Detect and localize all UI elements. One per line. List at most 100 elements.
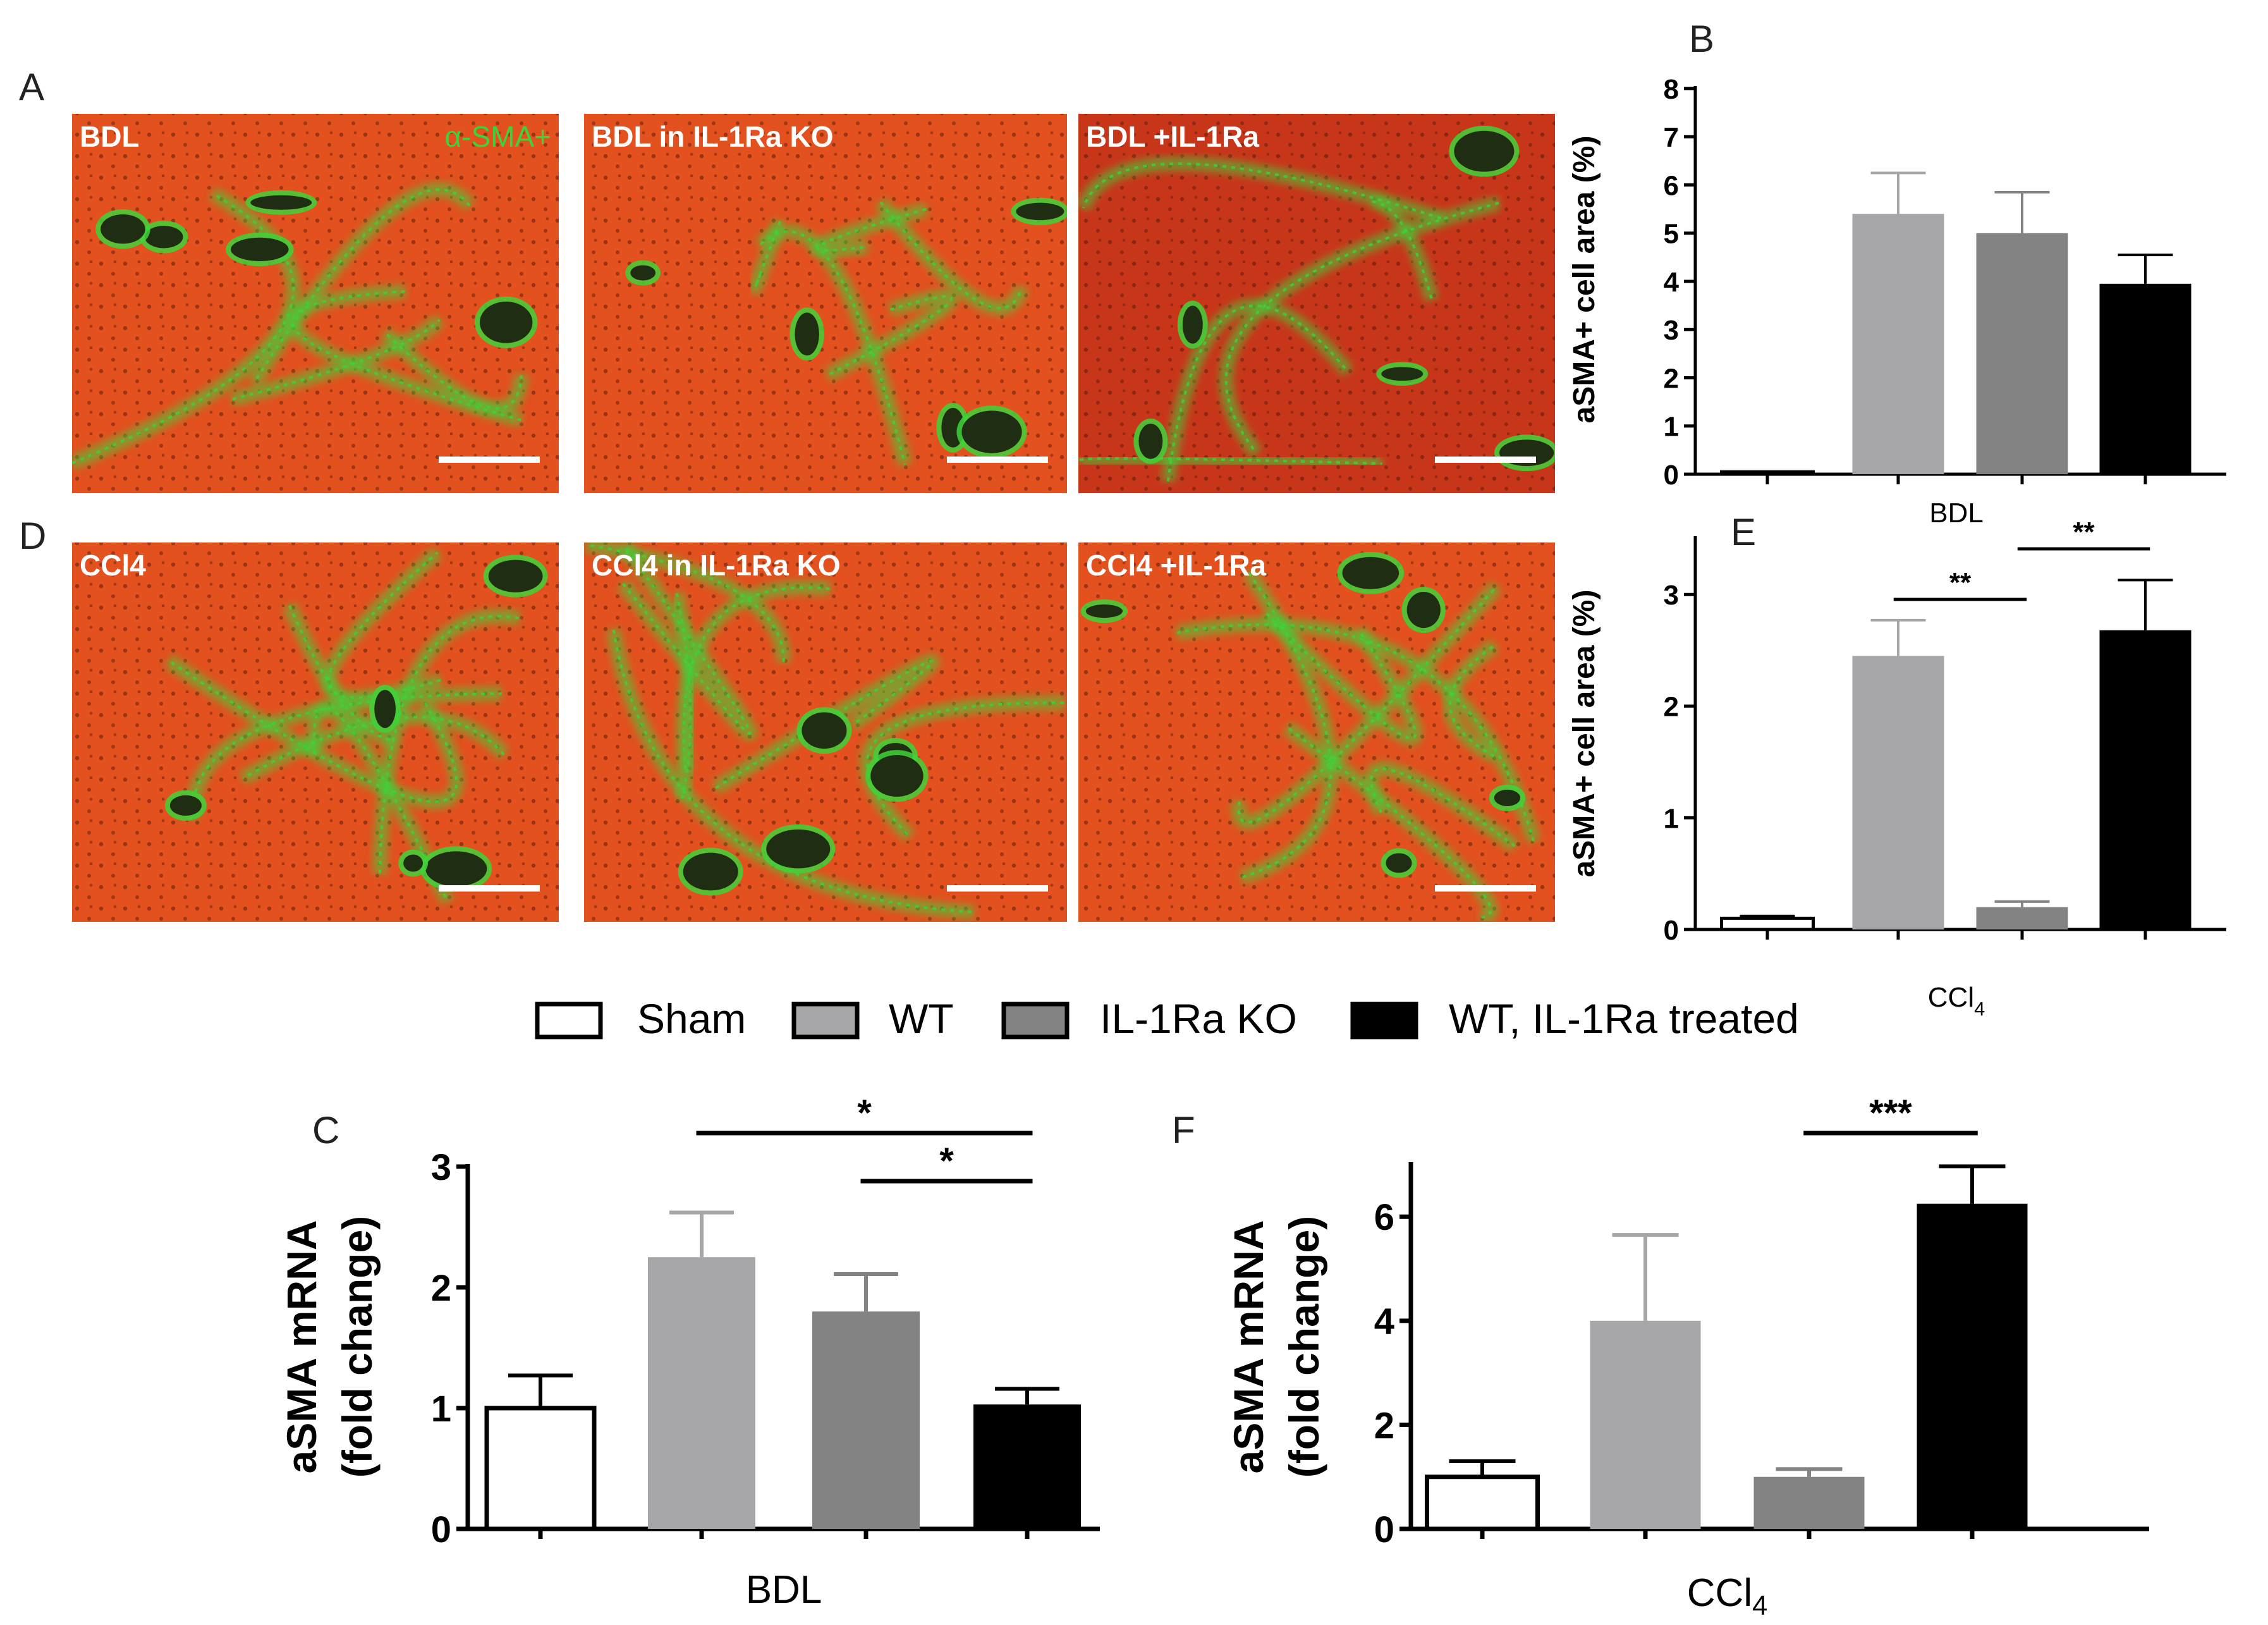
scale-bar xyxy=(1435,885,1536,892)
fibrosis-fiber xyxy=(754,221,781,288)
y-axis-label-line-2: (fold change) xyxy=(1281,1216,1327,1478)
bar xyxy=(1917,1203,2028,1529)
panel-letter-D: D xyxy=(19,515,46,557)
y-tick-label: 4 xyxy=(1664,267,1680,298)
fibrosis-fiber xyxy=(1166,304,1349,482)
significance-label: * xyxy=(939,1141,954,1182)
legend-swatch xyxy=(791,1002,860,1039)
vessel-lumen xyxy=(488,560,543,592)
micrograph-label: BDL in IL-1Ra KO xyxy=(592,120,834,153)
vessel-lumen xyxy=(403,854,423,872)
vessel-lumen xyxy=(374,690,396,728)
bar xyxy=(1753,1476,1865,1529)
legend-swatch xyxy=(1350,1002,1418,1039)
vessel-lumen xyxy=(1182,305,1203,344)
legend: Sham WT IL-1Ra KO WT, IL-1Ra treated xyxy=(535,995,1799,1042)
legend-swatch xyxy=(1001,1002,1070,1039)
bar xyxy=(1590,1320,1701,1529)
scale-bar xyxy=(947,885,1048,892)
vessel-lumen xyxy=(1138,424,1163,459)
vessel-lumen xyxy=(425,851,487,886)
significance-label: ** xyxy=(2073,517,2095,548)
x-axis-label-subscript: 4 xyxy=(1974,998,1985,1020)
fibrosis-fiber xyxy=(865,701,1064,838)
micrograph-content xyxy=(72,114,559,493)
fibrosis-fiber xyxy=(384,332,523,410)
vessel-lumen xyxy=(101,214,145,244)
fibrosis-fiber xyxy=(1082,162,1442,220)
vessel-lumen xyxy=(479,302,533,343)
bar xyxy=(2099,630,2192,929)
y-tick-label: 1 xyxy=(1664,412,1679,443)
y-axis-label: aSMA+ cell area (%) xyxy=(1568,590,1601,878)
bar xyxy=(1720,916,1815,931)
micrograph-label: BDL xyxy=(80,120,140,153)
y-tick-label: 0 xyxy=(1374,1509,1394,1550)
y-tick-label: 6 xyxy=(1664,170,1679,201)
fibrosis-fiber xyxy=(378,615,520,874)
fibrosis-fiber xyxy=(816,207,927,252)
micrograph-content xyxy=(1078,543,1555,922)
y-axis-label-line-1: aSMA mRNA xyxy=(278,1220,325,1474)
panel-letter-C: C xyxy=(312,1109,339,1151)
fibrosis-fiber xyxy=(1449,644,1496,757)
bar xyxy=(1976,907,2068,929)
bar xyxy=(1852,656,1944,929)
y-tick-label: 2 xyxy=(431,1268,451,1309)
y-tick-label: 7 xyxy=(1664,122,1679,153)
scale-bar xyxy=(947,457,1048,463)
micrograph-label: CCl4 xyxy=(80,549,146,582)
vessel-lumen xyxy=(795,312,819,356)
panel-letter-B: B xyxy=(1689,18,1714,60)
vessel-lumen xyxy=(1494,789,1521,806)
legend-label: WT, IL-1Ra treated xyxy=(1449,995,1799,1042)
bar xyxy=(1852,214,1944,474)
panel-letter-F: F xyxy=(1172,1109,1195,1151)
vessel-lumen xyxy=(169,795,202,816)
panel-letter-A: A xyxy=(19,66,44,108)
bar xyxy=(812,1311,920,1529)
micrograph-A-3: BDL +IL-1Ra xyxy=(1078,114,1555,493)
y-tick-label: 3 xyxy=(1664,580,1679,611)
legend-swatch xyxy=(535,1002,603,1039)
y-tick-label: 1 xyxy=(1664,803,1679,834)
legend-label: IL-1Ra KO xyxy=(1100,995,1297,1042)
fibrosis-fiber xyxy=(585,543,785,662)
bar xyxy=(1425,1475,1540,1531)
micrograph-A-2: BDL in IL-1Ra KO xyxy=(584,114,1067,493)
chart-E: 0 1 2 3 ** ** aSMA+ cell area (%) CCl4 xyxy=(1568,517,2226,1020)
x-axis-label: CCl4 xyxy=(1928,982,1985,1020)
y-tick-label: 2 xyxy=(1664,363,1679,394)
legend-label: Sham xyxy=(637,995,746,1042)
fibrosis-fiber xyxy=(312,706,449,902)
y-tick-label: 2 xyxy=(1664,692,1679,723)
y-tick-label: 3 xyxy=(431,1147,451,1188)
vessel-lumen xyxy=(1016,202,1064,221)
bar xyxy=(973,1404,1081,1529)
fibrosis-fiber xyxy=(879,201,1023,310)
fibrosis-fiber xyxy=(232,319,441,401)
fibrosis-fiber xyxy=(1286,726,1492,919)
x-axis-label-subscript: 4 xyxy=(1752,1591,1767,1621)
vessel-lumen xyxy=(766,829,831,869)
x-axis-label: BDL xyxy=(746,1568,822,1612)
marker-label: α-SMA+ xyxy=(445,120,551,153)
significance-label: *** xyxy=(1869,1093,1912,1134)
micrograph-content xyxy=(584,114,1067,493)
fibrosis-fiber xyxy=(72,192,295,465)
bar xyxy=(1976,233,2068,474)
y-axis-label-line-1: aSMA mRNA xyxy=(1225,1220,1272,1474)
micrograph-D-2: CCl4 in IL-1Ra KO xyxy=(584,543,1067,922)
micrograph-content xyxy=(1078,114,1555,493)
vessel-lumen xyxy=(250,195,312,210)
vessel-lumen xyxy=(1454,130,1515,172)
micrograph-content xyxy=(72,543,559,922)
fibrosis-fiber xyxy=(827,295,953,377)
y-tick-label: 1 xyxy=(431,1389,451,1430)
scale-bar xyxy=(439,885,540,892)
vessel-lumen xyxy=(1386,853,1412,873)
fibrosis-fiber xyxy=(612,629,975,914)
fibrosis-fiber xyxy=(168,659,458,803)
vessel-lumen xyxy=(1085,604,1123,618)
